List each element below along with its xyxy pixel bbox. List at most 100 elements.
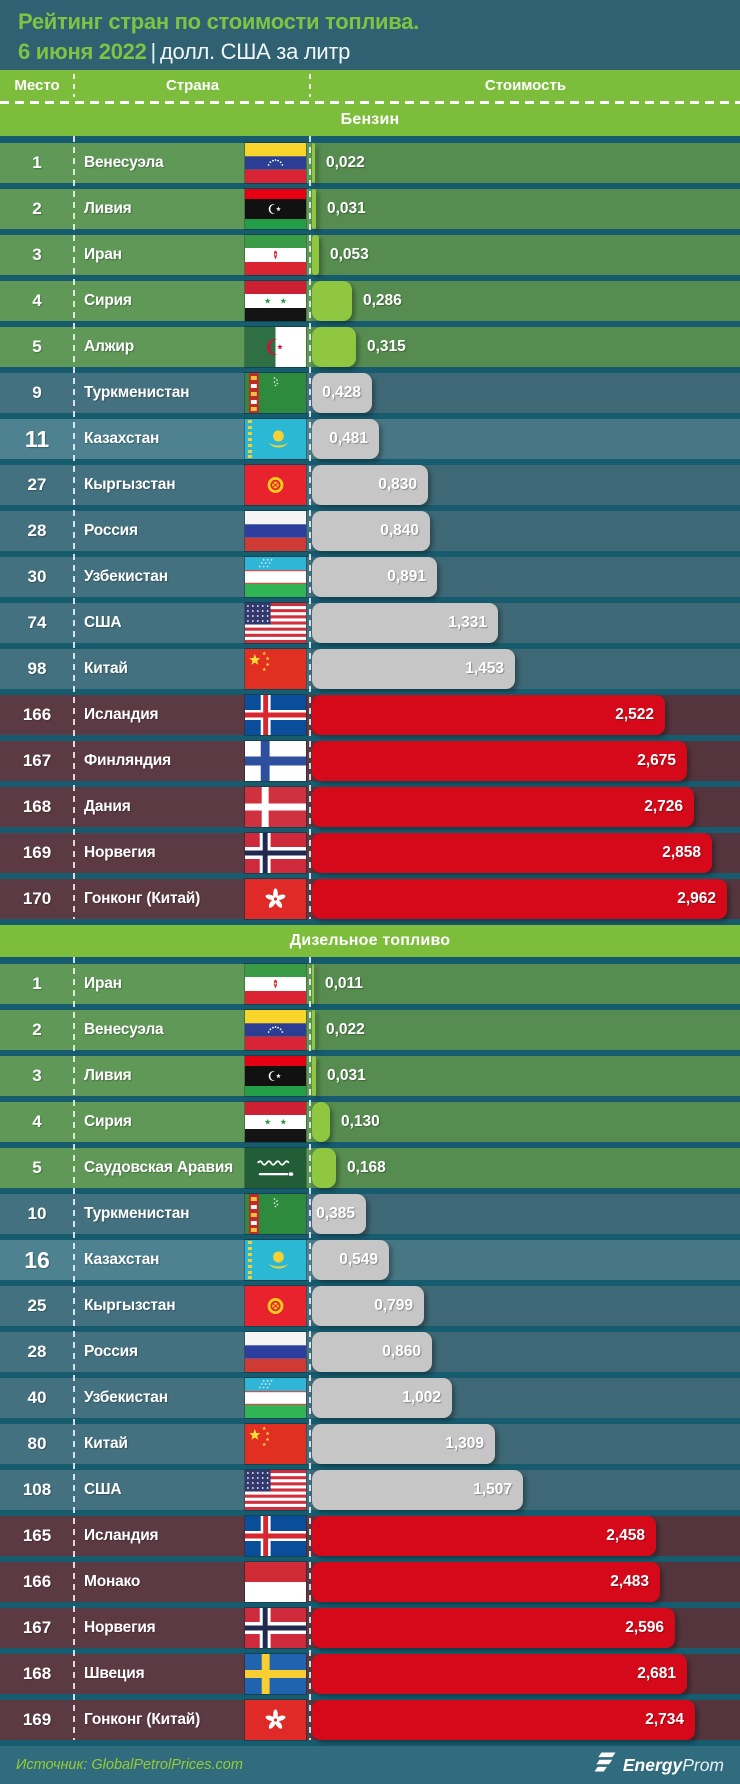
country-cell: Ливия — [84, 200, 132, 217]
table-row: 98 Китай 1,453 — [0, 648, 740, 690]
flag-uz-icon — [244, 1377, 307, 1419]
section-rows: 1 Иран 0,011 2 Венесуэла 0,022 3 Ливия 0,031 4 Сир… — [0, 957, 740, 1741]
country-cell: Иран — [84, 246, 122, 263]
value-label: 0,481 — [329, 430, 368, 447]
rank-cell: 98 — [27, 659, 47, 678]
table-row: 80 Китай 1,309 — [0, 1423, 740, 1465]
flag-sy-icon — [244, 280, 307, 322]
country-cell: Сирия — [84, 292, 132, 309]
value-label: 2,681 — [637, 1665, 676, 1682]
table-row: 3 Ливия 0,031 — [0, 1055, 740, 1097]
rank-cell: 167 — [22, 751, 52, 770]
value-bar: 1,507 — [312, 1470, 523, 1510]
rank-cell: 9 — [32, 383, 42, 402]
flag-ly-icon — [244, 1055, 307, 1097]
value-label: 0,840 — [380, 522, 419, 539]
flag-is-icon — [244, 694, 307, 736]
rank-cell: 165 — [22, 1526, 52, 1545]
dashed-divider — [0, 101, 740, 104]
country-cell: Кыргызстан — [84, 476, 176, 493]
date-label: 6 июня 2022 — [18, 39, 147, 64]
rank-cell: 168 — [22, 1664, 52, 1683]
country-cell: Гонконг (Китай) — [84, 1711, 201, 1728]
country-cell: Туркменистан — [84, 384, 190, 401]
country-cell: Сирия — [84, 1113, 132, 1130]
flag-ve-icon — [244, 142, 307, 184]
ranking-sections: Бензин 1 Венесуэла 0,022 2 Ливия 0,031 3 Иран 0,0… — [0, 104, 740, 1741]
flag-ir-icon — [244, 963, 307, 1005]
rank-cell: 16 — [24, 1247, 50, 1273]
flag-hk-icon — [244, 878, 307, 920]
flag-kz-icon — [244, 418, 307, 460]
value-label: 0,428 — [322, 384, 361, 401]
rank-cell: 167 — [22, 1618, 52, 1637]
table-row: 9 Туркменистан 0,428 — [0, 372, 740, 414]
country-cell: Саудовская Аравия — [84, 1159, 234, 1176]
value-label: 0,022 — [326, 1021, 365, 1038]
rank-cell: 80 — [27, 1434, 47, 1453]
flag-ve-icon — [244, 1009, 307, 1051]
value-bar: 0,840 — [312, 511, 430, 551]
table-row: 11 Казахстан 0,481 — [0, 418, 740, 460]
value-label: 2,726 — [644, 798, 683, 815]
value-label: 0,022 — [326, 154, 365, 171]
country-cell: Россия — [84, 1343, 138, 1360]
rank-cell: 1 — [32, 153, 42, 172]
value-label: 2,962 — [677, 890, 716, 907]
country-cell: Дания — [84, 798, 131, 815]
table-row: 167 Финляндия 2,675 — [0, 740, 740, 782]
value-bar: 0,385 — [312, 1194, 366, 1234]
energyprom-logo-icon — [594, 1752, 618, 1778]
value-bar: 2,596 — [312, 1608, 675, 1648]
source-link[interactable]: Источник: GlobalPetrolPrices.com — [16, 1757, 243, 1773]
value-label: 1,309 — [445, 1435, 484, 1452]
country-cell: Туркменистан — [84, 1205, 190, 1222]
country-cell: Казахстан — [84, 430, 160, 447]
rank-cell: 74 — [27, 613, 47, 632]
flag-fi-icon — [244, 740, 307, 782]
rank-cell: 11 — [24, 426, 50, 452]
country-cell: Монако — [84, 1573, 141, 1590]
section-rows: 1 Венесуэла 0,022 2 Ливия 0,031 3 Иран 0,053 4 Сир… — [0, 136, 740, 920]
flag-se-icon — [244, 1653, 307, 1695]
flag-hk-icon — [244, 1699, 307, 1741]
value-label: 0,799 — [374, 1297, 413, 1314]
rank-cell: 28 — [27, 521, 47, 540]
flag-us-icon — [244, 602, 307, 644]
country-cell: Норвегия — [84, 1619, 156, 1636]
rank-cell: 166 — [22, 1572, 52, 1591]
value-label: 0,053 — [330, 246, 369, 263]
rank-cell: 108 — [22, 1480, 52, 1499]
rank-cell: 5 — [32, 1158, 42, 1177]
value-bar — [312, 235, 319, 275]
value-label: 0,830 — [378, 476, 417, 493]
value-label: 0,286 — [363, 292, 402, 309]
value-bar: 0,891 — [312, 557, 437, 597]
flag-is-icon — [244, 1515, 307, 1557]
brand-name: EnergyProm — [622, 1754, 724, 1775]
value-bar: 2,522 — [312, 695, 665, 735]
flag-cn-icon — [244, 648, 307, 690]
flag-tm-icon — [244, 372, 307, 414]
country-cell: Узбекистан — [84, 568, 168, 585]
table-row: 167 Норвегия 2,596 — [0, 1607, 740, 1649]
country-cell: Узбекистан — [84, 1389, 168, 1406]
value-bar: 0,428 — [312, 373, 372, 413]
flag-us-icon — [244, 1469, 307, 1511]
value-bar — [312, 189, 316, 229]
table-row: 166 Монако 2,483 — [0, 1561, 740, 1603]
value-bar: 2,458 — [312, 1516, 656, 1556]
country-cell: США — [84, 614, 122, 631]
value-bar: 1,331 — [312, 603, 498, 643]
footer: Источник: GlobalPetrolPrices.com EnergyP… — [0, 1746, 740, 1784]
table-row: 3 Иран 0,053 — [0, 234, 740, 276]
table-row: 16 Казахстан 0,549 — [0, 1239, 740, 1281]
column-header-value: Стоимость — [484, 77, 567, 94]
table-row: 5 Саудовская Аравия 0,168 — [0, 1147, 740, 1189]
value-bar — [312, 1102, 330, 1142]
value-bar: 1,453 — [312, 649, 515, 689]
flag-tm-icon — [244, 1193, 307, 1235]
value-label: 0,385 — [316, 1205, 355, 1222]
table-row: 166 Исландия 2,522 — [0, 694, 740, 736]
country-cell: Казахстан — [84, 1251, 160, 1268]
